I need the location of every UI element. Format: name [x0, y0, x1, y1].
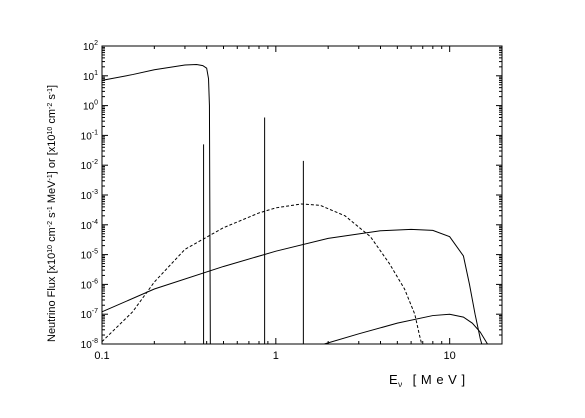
x-axis-subscript: ν [398, 380, 403, 389]
y-tick-label: 10-4 [81, 219, 98, 232]
x-axis-unit: [ M e V ] [413, 372, 466, 387]
y-tick-label: 102 [83, 40, 98, 53]
y-tick-label: 10-7 [81, 308, 98, 321]
y-tick-label: 101 [83, 70, 98, 83]
series-curve-2 [101, 203, 423, 345]
axis-ticks [101, 45, 503, 345]
y-tick-label: 10-3 [81, 189, 98, 202]
y-tick-label: 10-5 [81, 249, 98, 262]
tick-labels: 0.1 1 10 102 101 100 10-1 10-2 10-3 10-4 10-5 10-6 1… [81, 40, 456, 362]
series-curve-4 [324, 313, 488, 345]
x-tick-label: 10 [444, 350, 456, 362]
series-layer [101, 63, 488, 345]
series-curve-1 [101, 63, 211, 345]
x-tick-label: 0.1 [94, 350, 109, 362]
y-tick-label: 10-6 [81, 278, 98, 291]
x-axis-symbol: E [389, 372, 398, 387]
y-tick-label: 10-1 [81, 129, 98, 142]
y-tick-label: 100 [83, 100, 98, 113]
y-tick-label: 10-2 [81, 159, 98, 172]
y-axis-label: Neutrino Flux [x1010 cm-2 s-1 MeV-1] or … [46, 85, 58, 342]
y-tick-label: 10-8 [81, 338, 98, 351]
x-tick-label: 1 [273, 350, 279, 362]
series-curve-3 [101, 228, 483, 345]
x-axis-label: Eν [ M e V ] [389, 372, 466, 389]
plot-frame [101, 45, 503, 345]
